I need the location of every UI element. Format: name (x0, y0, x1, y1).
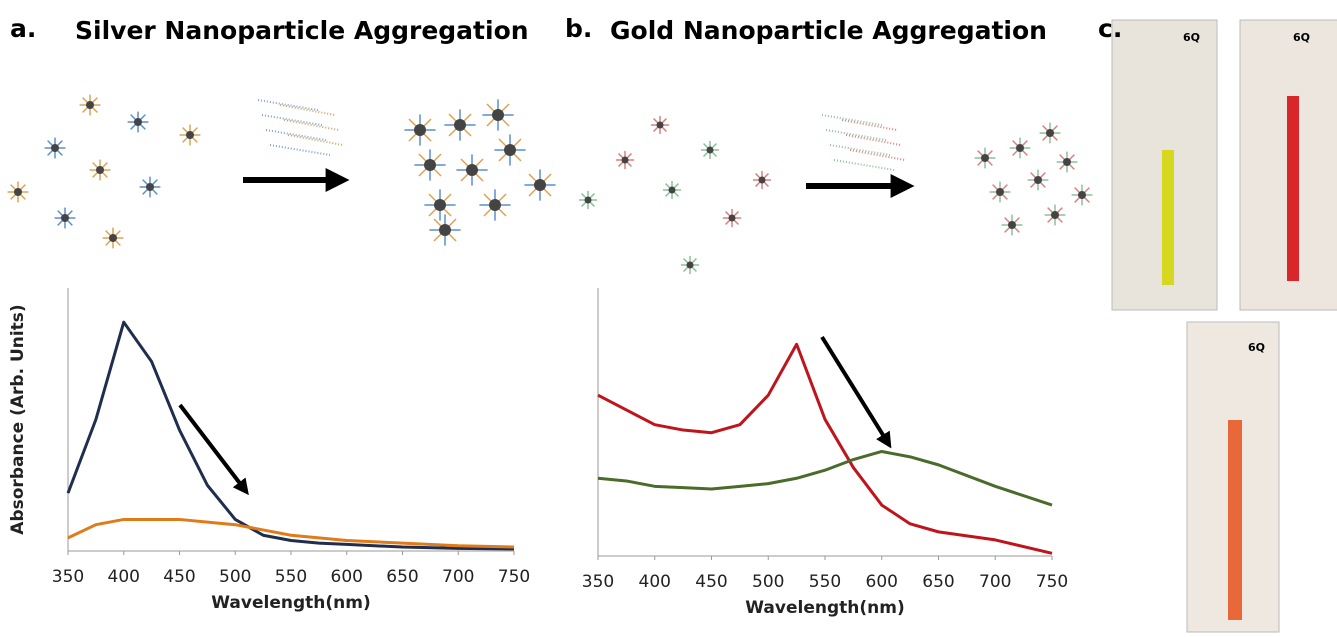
cuvette-label: 6Q (1183, 31, 1200, 44)
x-tick-label: 700 (979, 572, 1011, 592)
x-tick-label: 750 (1036, 572, 1068, 592)
solution (1287, 96, 1299, 281)
x-axis-label: Wavelength(nm) (211, 593, 370, 613)
chart-title: Silver Nanoparticle Aggregation (75, 16, 529, 45)
nanoparticle (489, 199, 501, 211)
nanoparticle (669, 187, 676, 194)
nanoparticle (186, 131, 194, 139)
x-tick-label: 450 (695, 572, 727, 592)
nanoparticle (585, 197, 592, 204)
nanoparticle (622, 157, 629, 164)
nanoparticle (981, 154, 989, 162)
nanoparticle (51, 144, 59, 152)
series-line (68, 322, 514, 549)
nanoparticle (134, 118, 142, 126)
cuvette-label: 6Q (1293, 31, 1310, 44)
nanoparticle (414, 124, 426, 136)
nanoparticle (454, 119, 466, 131)
x-tick-label: 400 (639, 572, 671, 592)
solution (1228, 420, 1242, 620)
series-line (598, 344, 1052, 553)
nanoparticle (61, 214, 69, 222)
nanoparticle (1034, 176, 1042, 184)
nanoparticle (707, 147, 714, 154)
cuvette-label: 6Q (1248, 341, 1265, 354)
nanoparticle (492, 109, 504, 121)
nanoparticle (146, 183, 154, 191)
page: 6Q 6Q 6Q c. a. Silver Nanoparticle Aggreg… (0, 0, 1337, 637)
nanoparticle (1008, 221, 1016, 229)
nanoparticle (759, 177, 766, 184)
x-tick-label: 650 (386, 567, 418, 587)
panel-label: b. (565, 14, 592, 43)
nanoparticle (466, 164, 478, 176)
solution (1162, 150, 1174, 285)
x-tick-label: 500 (752, 572, 784, 592)
x-tick-label: 650 (922, 572, 954, 592)
y-axis-label: Absorbance (Arb. Units) (8, 304, 28, 534)
x-axis-label: Wavelength(nm) (745, 598, 904, 618)
x-tick-label: 700 (442, 567, 474, 587)
figure: 6Q 6Q 6Q c. a. Silver Nanoparticle Aggreg… (0, 0, 1337, 637)
nanoparticle (504, 144, 516, 156)
nanoparticle (86, 101, 94, 109)
chart-title: Gold Nanoparticle Aggregation (610, 16, 1047, 45)
nanoparticle (687, 262, 694, 269)
series-line (68, 519, 514, 547)
x-tick-label: 750 (498, 567, 530, 587)
x-tick-label: 400 (108, 567, 140, 587)
nanoparticle (1051, 211, 1059, 219)
x-tick-label: 350 (582, 572, 614, 592)
nanoparticle (534, 179, 546, 191)
nanoparticle (996, 188, 1004, 196)
nanoparticle (439, 224, 451, 236)
x-tick-label: 500 (219, 567, 251, 587)
nanoparticle (434, 199, 446, 211)
illustrations (8, 95, 1093, 275)
nanoparticle (14, 188, 22, 196)
series-line (598, 451, 1052, 505)
x-tick-label: 350 (52, 567, 84, 587)
nanoparticle (1078, 191, 1086, 199)
nanoparticle (1016, 144, 1024, 152)
nanoparticle (657, 122, 664, 129)
dna-strands (258, 100, 905, 170)
x-tick-label: 600 (331, 567, 363, 587)
x-tick-label: 450 (163, 567, 195, 587)
x-tick-label: 550 (275, 567, 307, 587)
nanoparticle (424, 159, 436, 171)
trend-arrow (822, 337, 888, 443)
cuvette-photos: 6Q 6Q 6Q c. (1098, 14, 1337, 632)
x-tick-label: 600 (866, 572, 898, 592)
x-tick-label: 550 (809, 572, 841, 592)
nanoparticle (96, 166, 104, 174)
panel-label: c. (1098, 14, 1122, 43)
nanoparticle (1063, 158, 1071, 166)
panel-label: a. (10, 14, 36, 43)
nanoparticle (109, 234, 117, 242)
nanoparticle (1046, 129, 1054, 137)
nanoparticle (729, 215, 736, 222)
